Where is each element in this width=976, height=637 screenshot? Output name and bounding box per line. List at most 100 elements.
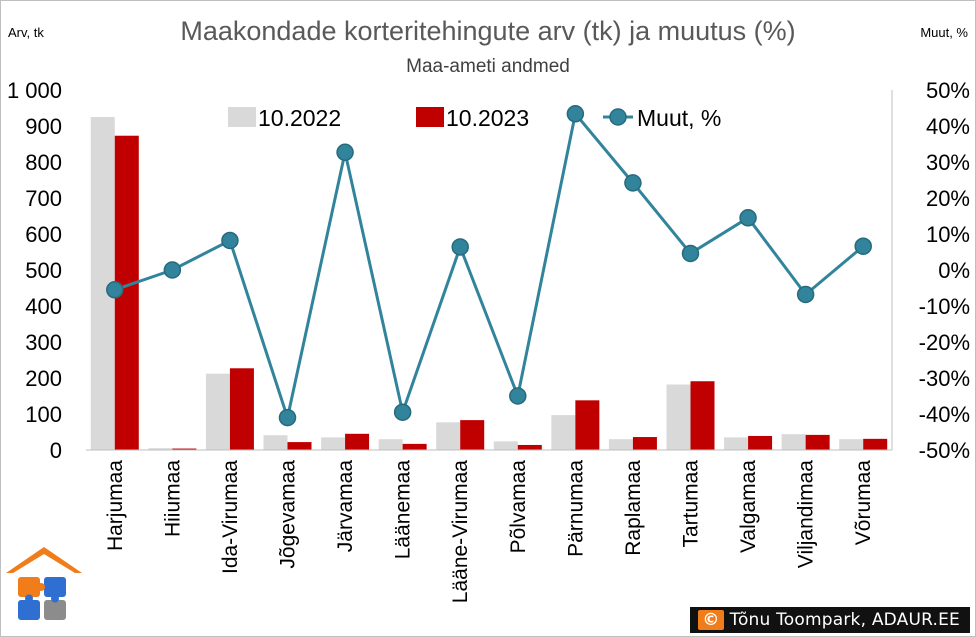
bar-10-2022	[608, 439, 633, 450]
legend-label-10-2023: 10.2023	[446, 105, 529, 131]
right-tick-label: -50%	[919, 438, 970, 463]
copyright-text: Tõnu Toompark, ADAUR.EE	[729, 610, 960, 630]
category-label: Lääne-Virumaa	[449, 460, 472, 604]
category-label: Põlvamaa	[507, 460, 530, 554]
bar-10-2023	[805, 434, 830, 450]
right-tick-label: 30%	[926, 150, 970, 175]
muut-point	[624, 174, 642, 192]
muut-point	[221, 231, 239, 250]
muut-point	[739, 209, 757, 227]
right-tick-label: 10%	[926, 222, 970, 247]
copyright-badge: © Tõnu Toompark, ADAUR.EE	[690, 607, 970, 633]
bar-10-2022	[321, 437, 346, 450]
muut-point	[796, 285, 815, 304]
bar-10-2023	[345, 433, 370, 450]
logo-knob-3	[25, 594, 33, 603]
category-label: Ida-Virumaa	[219, 460, 242, 574]
right-axis-title: Muut, %	[920, 25, 968, 40]
legend-marker-muut	[609, 108, 627, 126]
category-label: Hiiumaa	[161, 460, 184, 537]
logo-knob-1	[37, 583, 45, 591]
copyright-icon: ©	[698, 610, 724, 630]
bar-10-2023	[287, 442, 312, 450]
bar-10-2023	[517, 444, 542, 450]
right-tick-label: 50%	[926, 78, 970, 103]
category-label: Läänemaa	[392, 460, 415, 560]
category-label: Tartumaa	[680, 460, 703, 548]
muut-point	[451, 238, 469, 256]
muut-point	[163, 261, 182, 279]
legend-label-muut: Muut, %	[637, 105, 721, 131]
bar-10-2023	[748, 435, 773, 450]
right-tick-label: 20%	[926, 186, 970, 211]
category-label: Järvamaa	[334, 460, 357, 553]
left-axis-title: Arv, tk	[8, 25, 44, 40]
bar-10-2023	[863, 438, 888, 450]
category-label: Viljandimaa	[795, 460, 818, 568]
bar-10-2022	[781, 434, 806, 450]
bar-10-2023	[402, 443, 427, 450]
logo-piece-orange-1	[18, 577, 40, 597]
muut-point	[336, 143, 354, 162]
legend-swatch-10-2023	[416, 107, 444, 127]
bar-10-2023	[632, 437, 657, 450]
logo-piece-blue-2	[18, 600, 40, 620]
category-label: Võrumaa	[852, 460, 875, 546]
category-label: Valgamaa	[737, 460, 760, 553]
left-tick-label: 600	[25, 222, 62, 247]
adaur-logo	[6, 547, 82, 620]
left-tick-label: 0	[50, 438, 62, 463]
left-tick-label: 700	[25, 186, 62, 211]
left-tick-label: 900	[25, 114, 62, 139]
category-label: Raplamaa	[622, 460, 645, 556]
bar-10-2022	[148, 448, 173, 450]
left-tick-label: 1 000	[7, 78, 62, 103]
bar-10-2022	[839, 439, 864, 450]
chart-title: Maakondade korteritehingute arv (tk) ja …	[180, 16, 795, 46]
left-tick-label: 800	[25, 150, 62, 175]
bar-10-2023	[229, 368, 254, 450]
left-tick-label: 100	[25, 402, 62, 427]
bar-10-2022	[436, 422, 461, 450]
bar-10-2022	[378, 439, 403, 450]
bar-10-2022	[666, 384, 691, 450]
muut-point	[278, 408, 297, 427]
right-tick-label: -40%	[919, 402, 970, 427]
muut-line	[114, 110, 865, 424]
logo-piece-blue-1	[44, 577, 66, 597]
left-tick-label: 400	[25, 294, 62, 319]
right-tick-label: -30%	[919, 366, 970, 391]
logo-knob-2	[51, 594, 59, 603]
muut-point	[681, 244, 700, 263]
bar-10-2022	[551, 415, 576, 450]
left-tick-label: 500	[25, 258, 62, 283]
logo-piece-gray	[44, 600, 66, 620]
muut-point	[854, 237, 872, 255]
legend-swatch-10-2022	[228, 107, 256, 127]
bar-10-2023	[575, 400, 600, 450]
legend-label-10-2022: 10.2022	[258, 105, 341, 131]
logo-roof	[6, 547, 82, 573]
right-tick-label: 40%	[926, 114, 970, 139]
muut-point	[566, 105, 585, 123]
bar-10-2022	[205, 373, 230, 450]
bar-10-2023	[460, 420, 485, 450]
left-tick-label: 200	[25, 366, 62, 391]
category-label: Pärnumaa	[564, 460, 587, 557]
right-tick-label: -10%	[919, 294, 970, 319]
right-tick-label: -20%	[919, 330, 970, 355]
bar-10-2022	[263, 435, 288, 450]
left-tick-label: 300	[25, 330, 62, 355]
muut-point	[393, 403, 412, 421]
bar-10-2023	[690, 381, 715, 450]
muut-point	[106, 281, 124, 299]
category-label: Harjumaa	[104, 460, 127, 551]
right-tick-label: 0%	[938, 258, 970, 283]
bar-10-2022	[724, 437, 749, 450]
muut-point	[509, 387, 527, 405]
bar-10-2023	[114, 135, 139, 450]
bar-10-2023	[172, 448, 197, 450]
chart-subtitle: Maa-ameti andmed	[406, 56, 570, 77]
